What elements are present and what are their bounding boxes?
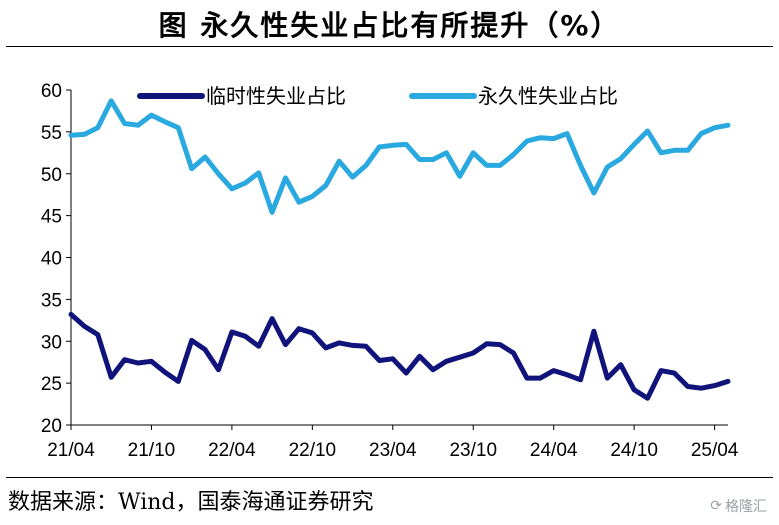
- legend-item-temporary-label: 临时性失业占比: [206, 84, 346, 108]
- x-tick-label: 25/04: [691, 440, 739, 461]
- x-tick-label: 22/10: [289, 440, 337, 461]
- watermark-logo-icon: ⟳: [710, 498, 722, 514]
- y-tick-label: 60: [41, 81, 62, 102]
- y-tick-label: 45: [41, 207, 62, 228]
- x-tick-label: 23/10: [449, 440, 497, 461]
- x-tick-label: 21/04: [47, 440, 95, 461]
- x-tick-label: 23/04: [369, 440, 417, 461]
- watermark: ⟳ 格隆汇: [710, 496, 767, 516]
- y-tick-label: 25: [41, 374, 62, 395]
- legend-item-permanent-label: 永久性失业占比: [478, 84, 618, 108]
- x-tick-label: 22/04: [208, 440, 256, 461]
- source-note: 数据来源：Wind，国泰海通证券研究: [8, 490, 374, 515]
- y-tick-label: 50: [41, 165, 62, 186]
- x-tick-label: 24/04: [530, 440, 578, 461]
- series-line-temporary: [68, 311, 731, 401]
- watermark-text: 格隆汇: [725, 499, 767, 515]
- y-tick-label: 30: [41, 332, 62, 353]
- y-tick-label: 20: [41, 416, 62, 437]
- figure-title: 图 永久性失业占比有所提升（%）: [158, 9, 621, 42]
- x-tick-label: 21/10: [128, 440, 176, 461]
- y-tick-label: 40: [41, 249, 62, 270]
- y-tick-label: 35: [41, 290, 62, 311]
- x-tick-label: 24/10: [610, 440, 658, 461]
- top-rule: [6, 46, 773, 47]
- series-line-permanent: [68, 98, 731, 215]
- bottom-rule: [6, 477, 773, 478]
- y-tick-label: 55: [41, 123, 62, 144]
